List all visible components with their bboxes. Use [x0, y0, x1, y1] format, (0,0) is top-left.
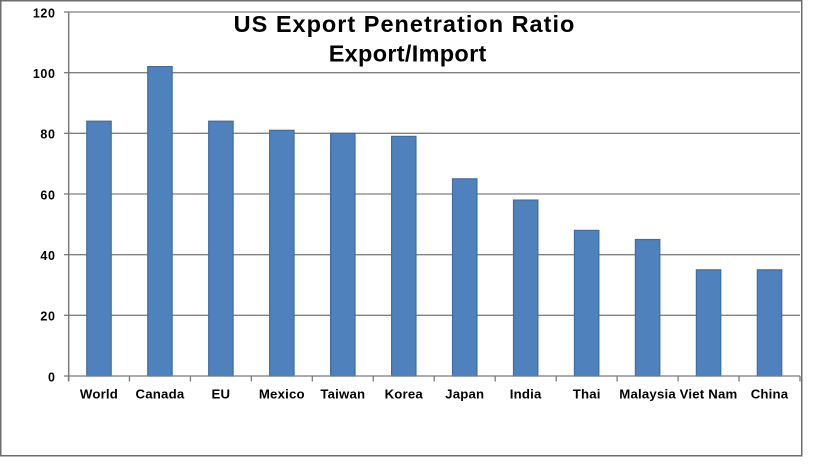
svg-text:Mexico: Mexico [259, 387, 305, 402]
svg-text:EU: EU [212, 387, 231, 402]
svg-text:100: 100 [33, 67, 56, 81]
svg-text:0: 0 [48, 370, 56, 384]
svg-text:Canada: Canada [136, 387, 185, 402]
svg-text:80: 80 [40, 128, 55, 142]
svg-text:Viet Nam: Viet Nam [680, 387, 738, 402]
svg-text:60: 60 [40, 188, 55, 202]
svg-text:120: 120 [33, 6, 56, 20]
svg-text:Export/Import: Export/Import [329, 41, 487, 67]
svg-text:Malaysia: Malaysia [619, 387, 676, 402]
svg-text:China: China [751, 387, 789, 402]
svg-text:World: World [80, 387, 118, 402]
svg-text:US Export Penetration Ratio: US Export Penetration Ratio [234, 11, 576, 37]
svg-text:20: 20 [40, 310, 55, 324]
svg-text:40: 40 [40, 249, 55, 263]
svg-text:India: India [510, 387, 542, 402]
svg-text:Korea: Korea [385, 387, 424, 402]
svg-text:Thai: Thai [573, 387, 601, 402]
svg-text:Taiwan: Taiwan [320, 387, 365, 402]
svg-text:Japan: Japan [445, 387, 484, 402]
